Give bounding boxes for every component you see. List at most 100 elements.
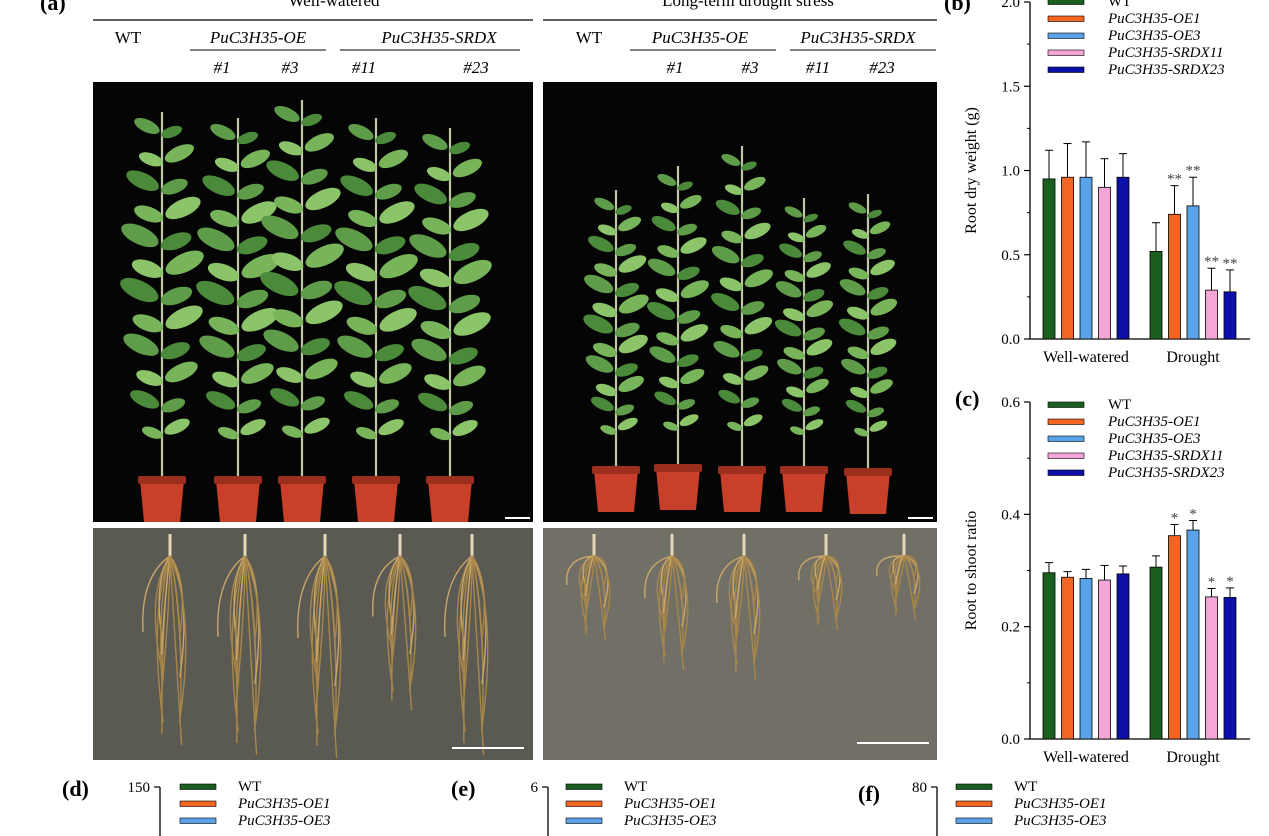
bar — [1061, 176, 1074, 340]
plant-leaf — [161, 398, 186, 413]
plant-leaf — [590, 396, 614, 412]
plant-leaf — [276, 367, 304, 383]
plant-leaf — [270, 388, 300, 407]
plant-leaf — [870, 379, 893, 394]
plant-leaf — [677, 399, 696, 410]
plant-leaf — [584, 274, 614, 294]
plant-leaf — [721, 154, 741, 166]
plant-leaf — [803, 213, 818, 223]
plant-leaf — [202, 175, 235, 197]
plant-leaf — [136, 370, 164, 386]
bar — [1079, 577, 1093, 740]
legend-swatch — [1047, 0, 1085, 5]
legend-entry-f: PuC3H35-OE1 — [1013, 796, 1107, 812]
plant-leaf — [375, 399, 400, 414]
root-ww-4 — [372, 534, 417, 711]
root-strand — [390, 555, 401, 673]
plant-leaf — [304, 417, 330, 434]
plant-leaf — [418, 392, 448, 412]
root-strand — [244, 555, 262, 732]
legend-entry-d: PuC3H35-OE1 — [237, 796, 331, 812]
plant-leaf — [378, 149, 408, 169]
root-strand — [160, 555, 171, 655]
plant-leaf — [657, 174, 677, 186]
plant-leaf — [615, 282, 640, 298]
bar — [1098, 579, 1111, 740]
plant-leaf — [408, 285, 447, 311]
root-strand — [825, 555, 843, 621]
plant-leaf — [741, 161, 757, 171]
plant-leaf — [775, 281, 802, 298]
plant-leaf — [805, 224, 827, 238]
roots-well-watered — [142, 534, 489, 759]
plant-leaf — [806, 300, 834, 318]
root-drought-4 — [798, 534, 843, 631]
legend-swatch-e — [565, 800, 603, 807]
plant-leaf — [779, 243, 802, 258]
plant-leaf — [870, 338, 897, 356]
root-strand — [593, 555, 607, 586]
plant-leaf — [869, 420, 888, 432]
root-strand — [658, 555, 673, 656]
root-ww-1 — [142, 534, 187, 746]
plant-leaf — [870, 298, 898, 316]
left-line-11: #11 — [352, 58, 376, 77]
y-axis-label: Root dry weight (g) — [963, 107, 980, 234]
root-ww-2 — [217, 534, 262, 756]
plant-leaf — [803, 289, 825, 302]
plant-leaf — [677, 310, 701, 324]
panel-c-label: (c) — [955, 386, 979, 411]
root-strand — [662, 555, 673, 635]
plant-leaf — [453, 312, 491, 336]
plant-leaf — [300, 280, 333, 300]
plant-leaf — [241, 201, 277, 224]
root-strand — [471, 555, 485, 637]
plant-leaf — [378, 419, 404, 436]
plant-leaf — [850, 386, 869, 399]
plant-leaf — [424, 374, 452, 390]
root-strand — [324, 555, 337, 723]
plant-leaf — [787, 232, 805, 243]
legend-entry: WT — [1108, 0, 1131, 10]
plant-leaf — [217, 427, 239, 440]
plant-leaf — [615, 243, 637, 257]
plant-leaf — [657, 245, 679, 258]
root-strand — [462, 555, 473, 661]
plant-leaf — [266, 160, 299, 182]
plant-leaf — [720, 324, 743, 339]
plant-leaf — [335, 227, 373, 252]
plant-leaf — [680, 324, 709, 342]
x-category-label: Drought — [1166, 349, 1220, 366]
plant-leaf — [165, 361, 198, 383]
panel-e-label: (e) — [451, 776, 475, 801]
plant-drought-5 — [838, 194, 898, 514]
plant-leaf — [741, 397, 760, 408]
root-strand — [903, 555, 917, 577]
root-drought-5 — [876, 534, 921, 621]
plant-leaf — [618, 216, 642, 232]
plant-leaf — [236, 183, 264, 200]
left-line-3: #3 — [282, 58, 299, 77]
plant-leaf — [165, 250, 204, 275]
plant-leaf — [790, 426, 805, 435]
plant-leaf — [867, 407, 885, 418]
root-strand — [816, 555, 827, 591]
root-strand — [671, 555, 689, 656]
plant-pot — [846, 472, 890, 514]
significance-mark: * — [1189, 507, 1197, 523]
plant-leaf — [718, 389, 740, 404]
plant-leaf — [304, 133, 334, 152]
left-line-1: #1 — [214, 58, 231, 77]
right-srdx-label: PuC3H35-SRDX — [799, 28, 916, 47]
plant-leaf — [677, 223, 698, 236]
y-tick-label: 0.0 — [1001, 332, 1020, 348]
plant-leaf — [272, 309, 304, 328]
plant-leaf — [867, 209, 882, 219]
y-axis-label: Root to shoot ratio — [963, 511, 980, 631]
plant-leaf — [803, 366, 824, 379]
plant-leaf — [805, 419, 824, 431]
plant-leaf — [420, 320, 452, 340]
plant-leaf — [615, 363, 638, 377]
plant-leaf — [677, 181, 693, 191]
